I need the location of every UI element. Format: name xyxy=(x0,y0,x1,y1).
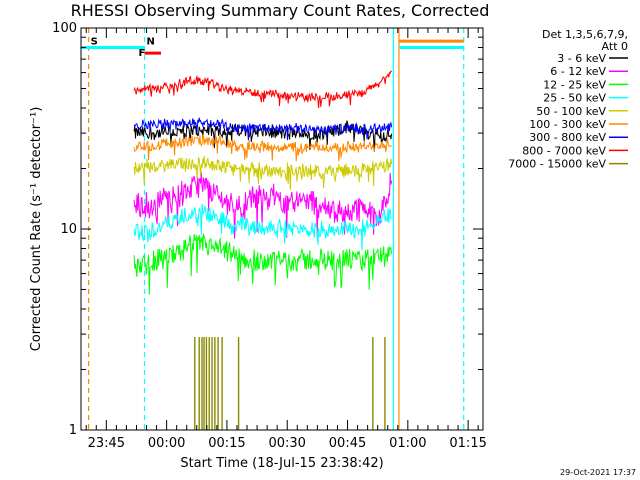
annotation-label: S xyxy=(91,36,98,47)
annotation-label: F xyxy=(138,48,145,59)
footer-timestamp: 29-Oct-2021 17:37 xyxy=(560,468,636,477)
series-line-1 xyxy=(133,172,393,239)
x-tick-label: 23:45 xyxy=(88,436,125,451)
series-line-7 xyxy=(133,70,393,109)
x-tick-label: 00:00 xyxy=(148,436,185,451)
y-tick-label: 1 xyxy=(69,423,77,438)
legend-entry-label: 6 - 12 keV xyxy=(550,65,606,78)
annotation-label: N xyxy=(147,36,155,47)
chart-title: RHESSI Observing Summary Count Rates, Co… xyxy=(71,1,490,20)
x-tick-label: 01:00 xyxy=(389,436,426,451)
x-tick-label: 00:30 xyxy=(268,436,305,451)
x-axis-label: Start Time (18-Jul-15 23:38:42) xyxy=(180,456,383,471)
legend-entry-label: 100 - 300 keV xyxy=(529,118,606,131)
series-line-5 xyxy=(133,133,392,162)
y-axis-label: Corrected Count Rate (s⁻¹ detector⁻¹) xyxy=(29,107,44,352)
legend-entry-label: 800 - 7000 keV xyxy=(522,144,606,157)
series-line-2 xyxy=(133,233,393,295)
x-tick-label: 01:15 xyxy=(449,436,486,451)
legend-entry-label: 12 - 25 keV xyxy=(543,78,606,91)
legend-entry-label: 300 - 800 keV xyxy=(529,131,606,144)
legend-entry-label: 25 - 50 keV xyxy=(543,92,606,105)
legend-header: Att 0 xyxy=(602,40,628,53)
y-tick-label: 10 xyxy=(60,222,77,237)
y-tick-label: 100 xyxy=(52,21,77,36)
legend-entry-label: 3 - 6 keV xyxy=(557,52,606,65)
series-line-3 xyxy=(133,203,393,251)
legend-entry-label: 50 - 100 keV xyxy=(536,105,606,118)
x-tick-label: 00:15 xyxy=(208,436,245,451)
legend-header: Det 1,3,5,6,7,9, xyxy=(542,28,628,41)
legend-entry-label: 7000 - 15000 keV xyxy=(508,158,606,171)
series-line-4 xyxy=(133,155,393,190)
x-tick-label: 00:45 xyxy=(329,436,366,451)
series-line-6 xyxy=(133,117,393,141)
